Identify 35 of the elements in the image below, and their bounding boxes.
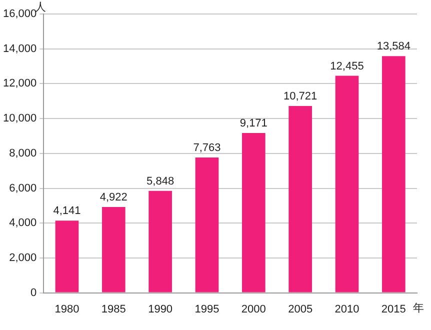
y-tick-label: 0 (30, 286, 37, 299)
bar (288, 106, 312, 292)
bar (148, 190, 172, 292)
data-label: 10,721 (284, 90, 318, 103)
y-tick-label: 8,000 (9, 147, 37, 160)
data-label: 4,922 (100, 192, 128, 204)
bar (335, 76, 359, 292)
x-tick-label: 2005 (288, 303, 313, 316)
y-tick-label: 10,000 (2, 112, 37, 125)
y-tick-label: 6,000 (9, 182, 37, 194)
data-label: 9,171 (240, 118, 268, 130)
bar (102, 207, 126, 292)
y-tick-label: 14,000 (2, 42, 37, 55)
y-tick-label: 2,000 (9, 252, 37, 264)
x-tick-label: 1980 (54, 303, 80, 316)
data-label: 4,141 (53, 205, 81, 218)
bar (55, 220, 79, 292)
data-label: 13,584 (376, 40, 410, 53)
x-tick-label: 2010 (334, 303, 360, 316)
data-label: 7,763 (193, 142, 221, 154)
x-tick-label: 1995 (194, 303, 220, 316)
bar (195, 158, 219, 292)
bar (382, 56, 406, 292)
y-axis-title: 人 (35, 2, 46, 14)
data-label: 12,455 (330, 60, 364, 72)
x-tick-label: 1985 (101, 303, 126, 316)
x-tick-label: 1990 (148, 303, 173, 316)
y-tick-label: 12,000 (2, 78, 37, 90)
x-axis-title: 年 (413, 302, 424, 314)
x-tick-label: 2000 (241, 303, 266, 316)
x-tick-label: 2015 (381, 303, 406, 316)
y-tick-label: 4,000 (9, 217, 37, 230)
data-label: 5,848 (146, 175, 174, 188)
y-tick-label: 16,000 (2, 8, 37, 20)
bar (242, 132, 266, 292)
